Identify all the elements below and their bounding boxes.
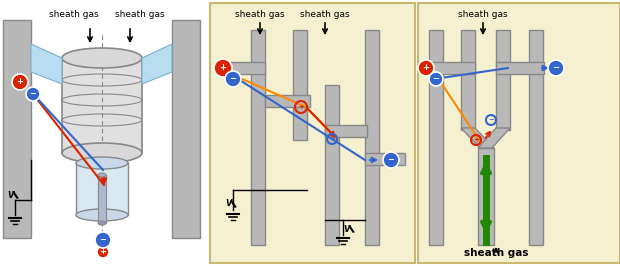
- Bar: [265, 95, 310, 107]
- Text: sheath gas: sheath gas: [300, 10, 350, 19]
- Bar: [251, 30, 265, 245]
- Bar: [365, 153, 405, 165]
- Text: sheath gas: sheath gas: [49, 10, 99, 19]
- Circle shape: [214, 59, 232, 77]
- Bar: [210, 3, 415, 263]
- Text: +: +: [219, 64, 226, 73]
- Text: +: +: [473, 137, 479, 143]
- Text: −: −: [488, 117, 494, 123]
- Circle shape: [548, 60, 564, 76]
- Bar: [325, 85, 339, 245]
- Text: −: −: [329, 136, 335, 142]
- Bar: [496, 30, 510, 130]
- Circle shape: [95, 232, 111, 248]
- Text: −: −: [99, 235, 107, 244]
- Bar: [223, 62, 265, 74]
- Polygon shape: [31, 44, 62, 84]
- Ellipse shape: [98, 221, 106, 225]
- Text: V: V: [7, 190, 14, 200]
- Circle shape: [26, 87, 40, 101]
- Bar: [461, 30, 475, 130]
- Bar: [429, 30, 443, 245]
- Bar: [496, 62, 544, 74]
- Text: −: −: [30, 89, 37, 98]
- Bar: [62, 58, 142, 153]
- Polygon shape: [142, 44, 172, 84]
- Text: sheath gas: sheath gas: [458, 10, 508, 19]
- Bar: [529, 30, 543, 245]
- Ellipse shape: [62, 143, 142, 163]
- Bar: [172, 20, 200, 238]
- Ellipse shape: [98, 173, 106, 177]
- Bar: [325, 125, 367, 137]
- Circle shape: [225, 71, 241, 87]
- Circle shape: [97, 246, 109, 258]
- Text: +: +: [99, 247, 107, 256]
- Polygon shape: [478, 128, 510, 148]
- Circle shape: [429, 72, 443, 86]
- Bar: [3, 20, 31, 238]
- Text: +: +: [422, 64, 430, 73]
- Bar: [76, 163, 128, 215]
- Bar: [365, 30, 379, 245]
- Ellipse shape: [62, 48, 142, 68]
- Circle shape: [418, 60, 434, 76]
- Text: sheath gas: sheath gas: [235, 10, 285, 19]
- Bar: [293, 30, 307, 140]
- Ellipse shape: [76, 209, 128, 221]
- Text: −: −: [433, 74, 440, 84]
- Text: −: −: [552, 64, 559, 73]
- Text: +: +: [17, 77, 24, 86]
- Bar: [98, 175, 106, 223]
- Circle shape: [383, 152, 399, 168]
- Bar: [431, 62, 475, 74]
- Text: V: V: [226, 200, 232, 209]
- Ellipse shape: [76, 157, 128, 169]
- Text: sheath gas: sheath gas: [464, 248, 528, 258]
- Bar: [418, 3, 620, 263]
- Text: sheath gas: sheath gas: [115, 10, 165, 19]
- Text: −: −: [229, 74, 236, 84]
- Polygon shape: [461, 128, 494, 148]
- Text: +: +: [298, 104, 304, 110]
- Circle shape: [12, 74, 28, 90]
- Text: V: V: [343, 225, 350, 234]
- Text: −: −: [388, 156, 394, 164]
- Bar: [478, 148, 494, 245]
